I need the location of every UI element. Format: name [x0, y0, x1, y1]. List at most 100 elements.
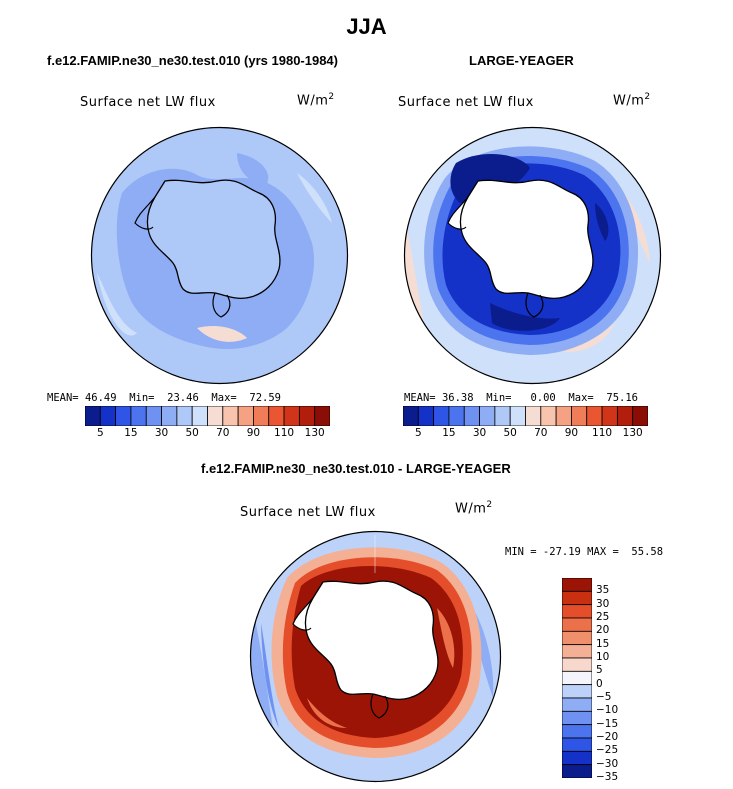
colorbar-tick-label: 70 — [534, 427, 548, 439]
diff-units-label: W/m2 — [455, 500, 493, 517]
left-panel-title: f.e12.FAMIP.ne30_ne30.test.010 (yrs 1980… — [47, 53, 338, 68]
right-colorbar-ticks: 5 15 30 50 70 90 110 130 — [403, 427, 648, 441]
diff-polar-map — [249, 530, 502, 783]
colorbar-cell — [479, 406, 496, 426]
colorbar-cell — [562, 617, 592, 632]
colorbar-tick-label: 90 — [246, 427, 261, 439]
colorbar-cell — [562, 684, 592, 699]
colorbar-tick-label: 50 — [185, 427, 199, 439]
colorbar-cell — [540, 406, 557, 426]
colorbar-tick-label: 130 — [304, 427, 325, 439]
diff-minmax: MIN = -27.19 MAX = 55.58 — [505, 546, 664, 558]
colorbar-tick-label: 15 — [124, 427, 138, 439]
colorbar-tick-label: 10 — [596, 651, 610, 663]
colorbar-cell — [601, 406, 618, 426]
colorbar-tick-label: 30 — [596, 597, 610, 610]
left-units-label: W/m2 — [297, 92, 335, 109]
colorbar-tick-label: 110 — [592, 427, 613, 439]
figure-title: JJA — [346, 14, 387, 39]
colorbar-cell — [85, 406, 101, 426]
colorbar-tick-label: 5 — [414, 427, 422, 439]
colorbar-tick-label: 70 — [216, 427, 230, 439]
colorbar-tick-label: −30 — [596, 757, 619, 770]
right-polar-map — [403, 126, 662, 385]
colorbar-cell — [562, 630, 592, 646]
colorbar-tick-label: 50 — [503, 427, 517, 439]
colorbar-cell — [145, 406, 162, 426]
colorbar-cell — [298, 406, 316, 426]
colorbar-cell — [632, 406, 648, 426]
colorbar-cell — [268, 406, 285, 426]
colorbar-tick-label: 90 — [564, 427, 579, 439]
colorbar-cell — [562, 750, 592, 766]
colorbar-tick-label: 5 — [596, 664, 603, 677]
colorbar-tick-label: 5 — [96, 427, 104, 439]
colorbar-cell — [314, 406, 330, 426]
colorbar-cell — [562, 697, 592, 712]
left-colorbar — [85, 406, 330, 426]
diff-panel-title: f.e12.FAMIP.ne30_ne30.test.010 - LARGE-Y… — [201, 461, 511, 476]
colorbar-tick-label: 20 — [596, 624, 610, 637]
colorbar-cell — [562, 764, 592, 778]
right-colorbar — [403, 406, 648, 426]
colorbar-tick-label: 35 — [596, 584, 610, 597]
colorbar-cell — [463, 406, 480, 426]
colorbar-cell — [403, 406, 419, 426]
colorbar-cell — [115, 406, 132, 426]
colorbar-cell — [571, 406, 588, 426]
colorbar-cell — [130, 406, 147, 426]
diff-colorbar-ticks: 35 30 25 20 15 10 5 0 −5 −10 −15 −20 −25 −30 −35 — [596, 578, 656, 783]
colorbar-tick-label: 30 — [472, 427, 487, 439]
right-stats: MEAN= 36.38 Min= 0.00 Max= 75.16 — [404, 392, 638, 404]
diff-colorbar — [562, 578, 592, 778]
diff-variable-label: Surface net LW flux — [240, 505, 376, 520]
colorbar-cell — [525, 406, 542, 426]
colorbar-cell — [562, 578, 592, 592]
left-stats: MEAN= 46.49 Min= 23.46 Max= 72.59 — [47, 392, 281, 404]
colorbar-cell — [222, 406, 239, 426]
left-colorbar-ticks: 5 15 30 50 70 90 110 130 — [85, 427, 330, 441]
left-variable-label: Surface net LW flux — [80, 95, 216, 110]
colorbar-cell — [99, 406, 117, 426]
colorbar-cell — [586, 406, 603, 426]
colorbar-tick-label: 110 — [274, 427, 295, 439]
colorbar-cell — [509, 406, 526, 426]
colorbar-cell — [562, 604, 592, 619]
colorbar-tick-label: 15 — [596, 637, 610, 650]
colorbar-cell — [616, 406, 634, 426]
colorbar-tick-label: −5 — [596, 691, 612, 703]
colorbar-tick-label: −15 — [596, 717, 619, 730]
colorbar-cell — [253, 406, 270, 426]
colorbar-cell — [555, 406, 572, 426]
right-variable-label: Surface net LW flux — [398, 95, 534, 110]
colorbar-tick-label: 0 — [596, 677, 603, 690]
colorbar-cell — [562, 644, 592, 659]
colorbar-cell — [191, 406, 208, 426]
left-polar-map — [90, 126, 349, 385]
colorbar-cell — [562, 657, 592, 672]
colorbar-cell — [562, 737, 592, 752]
colorbar-cell — [562, 710, 592, 726]
colorbar-tick-label: 25 — [596, 611, 610, 623]
colorbar-tick-label: 130 — [622, 427, 643, 439]
colorbar-cell — [161, 406, 178, 426]
colorbar-tick-label: −35 — [596, 771, 619, 783]
colorbar-cell — [417, 406, 435, 426]
colorbar-cell — [562, 724, 592, 739]
colorbar-cell — [283, 406, 300, 426]
colorbar-cell — [207, 406, 224, 426]
colorbar-cell — [562, 590, 592, 606]
colorbar-cell — [237, 406, 254, 426]
colorbar-tick-label: −25 — [596, 744, 619, 757]
colorbar-tick-label: −10 — [596, 704, 619, 717]
colorbar-tick-label: 15 — [442, 427, 456, 439]
colorbar-cell — [448, 406, 465, 426]
colorbar-cell — [562, 670, 592, 686]
colorbar-cell — [433, 406, 450, 426]
colorbar-cell — [494, 406, 511, 426]
right-units-label: W/m2 — [613, 92, 651, 109]
right-panel-title: LARGE-YEAGER — [469, 53, 574, 68]
colorbar-tick-label: −20 — [596, 731, 619, 743]
colorbar-cell — [176, 406, 193, 426]
colorbar-tick-label: 30 — [154, 427, 169, 439]
